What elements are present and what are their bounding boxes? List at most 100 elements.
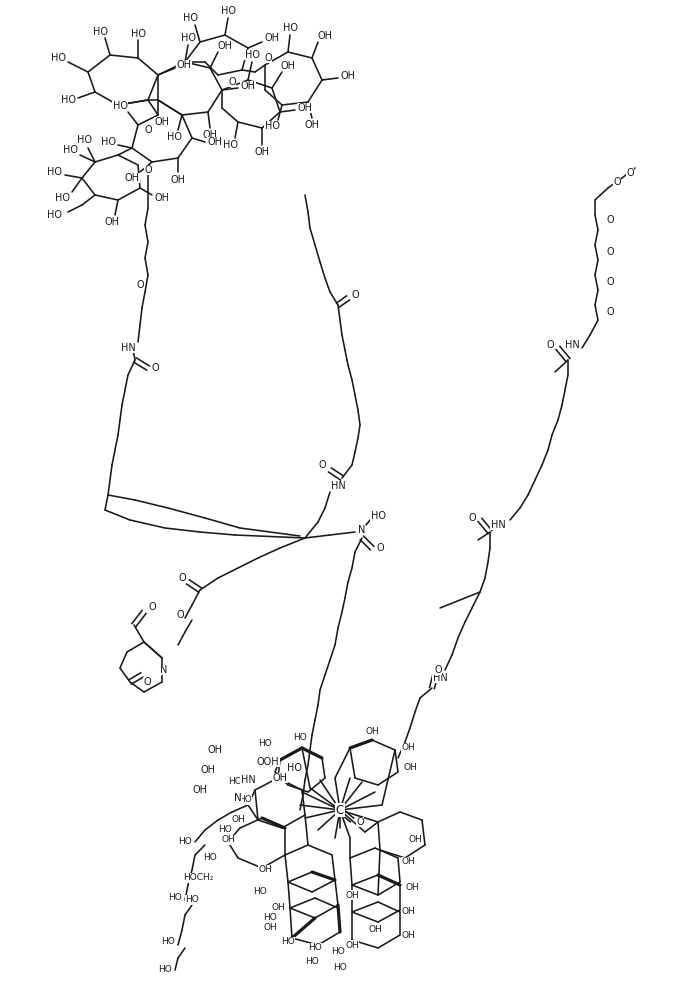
Text: OH: OH: [401, 857, 415, 866]
Text: HO: HO: [51, 53, 66, 63]
Text: HO: HO: [305, 958, 319, 966]
Text: HO: HO: [253, 888, 267, 896]
Text: OH: OH: [271, 904, 285, 912]
Text: HO: HO: [220, 6, 235, 16]
Text: OH: OH: [231, 816, 245, 824]
Text: HO: HO: [78, 135, 93, 145]
Text: HO: HO: [245, 50, 260, 60]
Text: O: O: [144, 125, 152, 135]
Text: OH: OH: [176, 60, 191, 70]
Text: N: N: [358, 525, 366, 535]
Text: HO: HO: [287, 763, 302, 773]
Text: OH: OH: [241, 81, 256, 91]
Text: HO: HO: [331, 948, 345, 956]
Text: OH: OH: [201, 765, 216, 775]
Text: OH: OH: [193, 785, 208, 795]
Text: HO: HO: [101, 137, 116, 147]
Text: OH: OH: [345, 890, 359, 900]
Text: OH: OH: [345, 940, 359, 950]
Text: OH: OH: [408, 836, 422, 844]
Text: OH: OH: [218, 41, 233, 51]
Text: HO: HO: [93, 27, 107, 37]
Text: HO: HO: [161, 938, 175, 946]
Text: OH: OH: [208, 745, 222, 755]
Text: HO: HO: [258, 738, 272, 748]
Text: HO: HO: [308, 944, 322, 952]
Text: HO: HO: [228, 778, 242, 786]
Text: HO: HO: [370, 511, 385, 521]
Text: O: O: [318, 460, 326, 470]
Text: HO: HO: [185, 896, 199, 904]
Text: HN: HN: [241, 775, 256, 785]
Text: O: O: [468, 513, 476, 523]
Text: OH: OH: [405, 884, 419, 892]
Text: HO: HO: [333, 964, 347, 972]
Text: O: O: [356, 817, 364, 827]
Text: HO: HO: [178, 838, 192, 846]
Text: HO: HO: [183, 13, 197, 23]
Text: O: O: [376, 543, 384, 553]
Text: OH: OH: [254, 147, 270, 157]
Text: N: N: [234, 793, 242, 803]
Text: HN: HN: [564, 340, 579, 350]
Text: OH: OH: [304, 120, 320, 130]
Text: OH: OH: [258, 865, 272, 874]
Text: C: C: [336, 804, 344, 816]
Text: OH: OH: [281, 61, 295, 71]
Text: HO: HO: [293, 734, 307, 742]
Text: HN: HN: [433, 673, 448, 683]
Text: OH: OH: [368, 926, 382, 934]
Text: O: O: [264, 53, 272, 63]
Text: HO: HO: [62, 145, 78, 155]
Text: HN: HN: [120, 343, 135, 353]
Text: HO: HO: [47, 210, 62, 220]
Text: OH: OH: [203, 130, 218, 140]
Text: O: O: [144, 165, 152, 175]
Text: OH: OH: [297, 103, 312, 113]
Text: OH: OH: [365, 728, 379, 736]
Text: OH: OH: [155, 117, 170, 127]
Text: O: O: [228, 77, 236, 87]
Text: HO: HO: [60, 95, 76, 105]
Text: HO: HO: [218, 826, 232, 834]
Text: O: O: [434, 665, 442, 675]
Text: OH: OH: [155, 193, 170, 203]
Text: OH: OH: [221, 836, 235, 844]
Text: O: O: [143, 677, 151, 687]
Text: O: O: [176, 610, 184, 620]
Text: HO: HO: [158, 966, 172, 974]
Text: HO: HO: [47, 167, 62, 177]
Text: OH: OH: [272, 773, 287, 783]
Text: O: O: [178, 573, 186, 583]
Text: OH: OH: [208, 137, 222, 147]
Text: HO: HO: [168, 132, 183, 142]
Text: OH: OH: [401, 930, 415, 940]
Text: OH: OH: [124, 173, 139, 183]
Text: OH: OH: [318, 31, 333, 41]
Text: HO: HO: [203, 854, 217, 862]
Text: O: O: [352, 290, 359, 300]
Text: HO: HO: [283, 23, 297, 33]
Text: HO: HO: [222, 140, 237, 150]
Text: HO: HO: [168, 894, 182, 902]
Text: O: O: [148, 602, 155, 612]
Text: OH: OH: [170, 175, 185, 185]
Text: OH: OH: [401, 744, 415, 752]
Text: HO: HO: [238, 796, 252, 804]
Text: O: O: [606, 277, 614, 287]
Text: O: O: [606, 307, 614, 317]
Text: OH: OH: [403, 764, 417, 772]
Text: HOCH₂: HOCH₂: [183, 874, 213, 882]
Text: O: O: [136, 280, 144, 290]
Text: HO: HO: [130, 29, 145, 39]
Text: OOH: OOH: [257, 757, 279, 767]
Text: HO: HO: [180, 33, 195, 43]
Text: O: O: [613, 177, 621, 187]
Text: HO: HO: [263, 914, 277, 922]
Text: OH: OH: [401, 908, 415, 916]
Text: OH: OH: [341, 71, 356, 81]
Text: OH: OH: [264, 33, 279, 43]
Text: HN: HN: [331, 481, 345, 491]
Text: OH: OH: [263, 924, 277, 932]
Text: HN: HN: [491, 520, 506, 530]
